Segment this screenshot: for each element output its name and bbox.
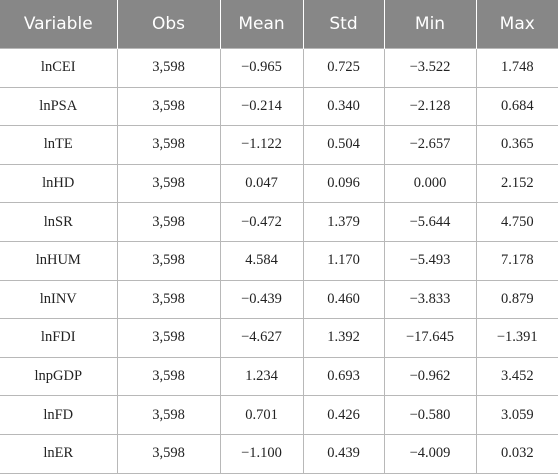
table-cell: 0.000 xyxy=(383,163,477,204)
table-cell: 0.879 xyxy=(475,279,558,320)
header-cell: Variable xyxy=(0,0,117,49)
table-row: lnpGDP 3,598 1.234 0.693 −0.962 3.452 xyxy=(0,356,558,397)
table-cell: 2.152 xyxy=(475,163,558,204)
table-cell: 0.047 xyxy=(219,163,304,204)
table-cell: lnFDI xyxy=(0,318,118,358)
table-cell: 4.750 xyxy=(475,202,558,242)
table-cell: 3,598 xyxy=(116,163,221,204)
table-cell: −0.965 xyxy=(219,48,304,88)
table-cell: −4.627 xyxy=(219,318,304,358)
table-cell: 0.460 xyxy=(302,279,385,320)
table-cell: 1.234 xyxy=(219,356,304,397)
table-cell: −3.522 xyxy=(383,48,477,88)
table-cell: 1.748 xyxy=(475,48,558,88)
table-cell: 0.365 xyxy=(475,125,558,165)
header-cell: Std xyxy=(302,0,384,49)
table-cell: 3,598 xyxy=(116,318,221,358)
header-cell: Obs xyxy=(116,0,220,49)
table-cell: 3,598 xyxy=(116,433,221,474)
table-cell: lnTE xyxy=(0,125,118,165)
header-cell: Min xyxy=(383,0,476,49)
table-body: lnCEI 3,598 −0.965 0.725 −3.522 1.748 lnPSA 3,5… xyxy=(0,48,558,474)
table-cell: 3,598 xyxy=(116,356,221,397)
header-cell: Mean xyxy=(219,0,303,49)
table-row: lnCEI 3,598 −0.965 0.725 −3.522 1.748 xyxy=(0,48,558,88)
table-cell: −2.657 xyxy=(383,125,477,165)
table-cell: 0.426 xyxy=(302,395,385,435)
table-cell: 4.584 xyxy=(219,240,304,281)
table-cell: −0.962 xyxy=(383,356,477,397)
table-row: lnFDI 3,598 −4.627 1.392 −17.645 −1.391 xyxy=(0,318,558,358)
table-cell: lnHD xyxy=(0,163,118,204)
table-cell: 1.392 xyxy=(302,318,385,358)
table-cell: 0.701 xyxy=(219,395,304,435)
table-cell: 0.340 xyxy=(302,86,385,127)
table-cell: lnSR xyxy=(0,202,118,242)
table-cell: −0.580 xyxy=(383,395,477,435)
table-cell: lnPSA xyxy=(0,86,118,127)
header-row: Variable Obs Mean Std Min Max xyxy=(0,0,558,49)
table-cell: lnFD xyxy=(0,395,118,435)
table-row: lnPSA 3,598 −0.214 0.340 −2.128 0.684 xyxy=(0,86,558,127)
table-row: lnINV 3,598 −0.439 0.460 −3.833 0.879 xyxy=(0,279,558,320)
table-cell: −4.009 xyxy=(383,433,477,474)
table-cell: lnINV xyxy=(0,279,118,320)
table-cell: 0.725 xyxy=(302,48,385,88)
table-cell: 1.170 xyxy=(302,240,385,281)
table-cell: 3.059 xyxy=(475,395,558,435)
table-cell: 1.379 xyxy=(302,202,385,242)
table-cell: −3.833 xyxy=(383,279,477,320)
table-cell: 3,598 xyxy=(116,48,221,88)
table-cell: −1.100 xyxy=(219,433,304,474)
table-row: lnSR 3,598 −0.472 1.379 −5.644 4.750 xyxy=(0,202,558,242)
table-cell: lnHUM xyxy=(0,240,118,281)
table-cell: 3,598 xyxy=(116,240,221,281)
table-cell: −5.493 xyxy=(383,240,477,281)
table-cell: −0.439 xyxy=(219,279,304,320)
table-cell: 0.693 xyxy=(302,356,385,397)
table-cell: 3.452 xyxy=(475,356,558,397)
table-cell: 3,598 xyxy=(116,125,221,165)
table-cell: −1.122 xyxy=(219,125,304,165)
table-cell: 0.684 xyxy=(475,86,558,127)
table-cell: 3,598 xyxy=(116,395,221,435)
table-row: lnFD 3,598 0.701 0.426 −0.580 3.059 xyxy=(0,395,558,435)
table-cell: 0.032 xyxy=(475,433,558,474)
table-cell: lnCEI xyxy=(0,48,118,88)
table-cell: lnER xyxy=(0,433,118,474)
table-cell: lnpGDP xyxy=(0,356,118,397)
table-row: lnHUM 3,598 4.584 1.170 −5.493 7.178 xyxy=(0,240,558,281)
table-cell: −17.645 xyxy=(383,318,477,358)
table-cell: −5.644 xyxy=(383,202,477,242)
table-cell: −0.472 xyxy=(219,202,304,242)
table-row: lnHD 3,598 0.047 0.096 0.000 2.152 xyxy=(0,163,558,204)
table-row: lnTE 3,598 −1.122 0.504 −2.657 0.365 xyxy=(0,125,558,165)
table-cell: 0.096 xyxy=(302,163,385,204)
table-cell: −2.128 xyxy=(383,86,477,127)
table-cell: 0.439 xyxy=(302,433,385,474)
header-cell: Max xyxy=(475,0,558,49)
table-cell: 3,598 xyxy=(116,279,221,320)
table-cell: −1.391 xyxy=(475,318,558,358)
table-cell: 0.504 xyxy=(302,125,385,165)
table-row: lnER 3,598 −1.100 0.439 −4.009 0.032 xyxy=(0,433,558,474)
table-cell: 7.178 xyxy=(475,240,558,281)
table-cell: 3,598 xyxy=(116,86,221,127)
table-cell: 3,598 xyxy=(116,202,221,242)
table-cell: −0.214 xyxy=(219,86,304,127)
